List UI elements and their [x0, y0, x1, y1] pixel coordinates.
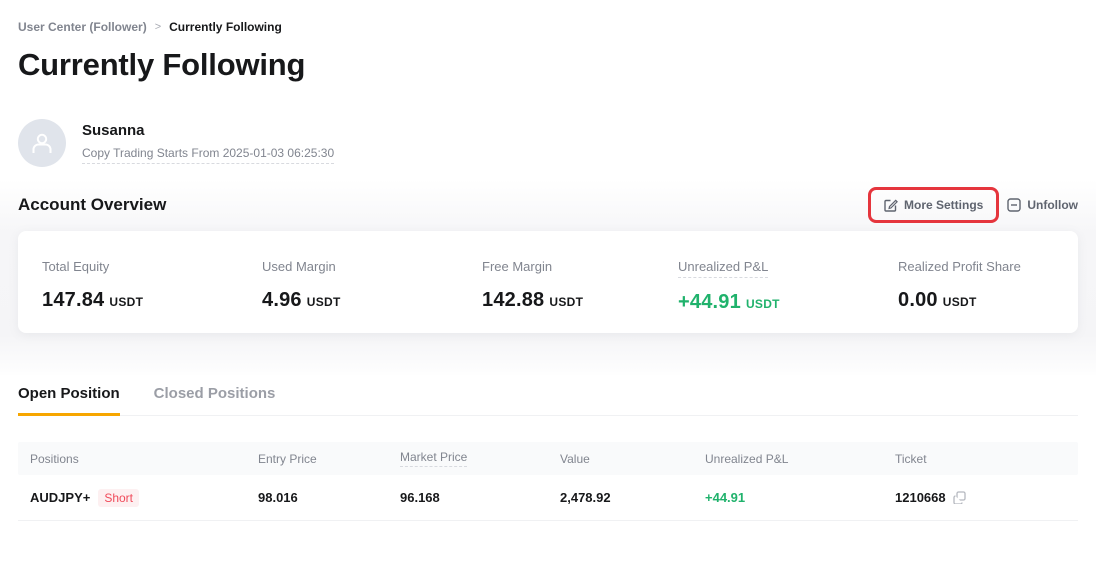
stat-label: Realized Profit Share	[898, 259, 1021, 274]
col-header-entry-price: Entry Price	[258, 451, 317, 466]
stat-value: 4.96 USDT	[262, 289, 341, 311]
value-cell: 2,478.92	[560, 490, 611, 505]
breadcrumb-current: Currently Following	[169, 20, 282, 34]
side-badge: Short	[98, 488, 140, 507]
minus-square-icon	[1007, 198, 1022, 212]
avatar	[18, 119, 66, 167]
col-header-ticket: Ticket	[895, 451, 927, 466]
market-price-cell: 96.168	[400, 490, 440, 505]
more-settings-button[interactable]: More Settings	[884, 198, 983, 212]
overview-actions: More Settings Unfollow	[868, 187, 1078, 223]
table-header-row: Positions Entry Price Market Price Value…	[18, 442, 1078, 475]
unfollow-button[interactable]: Unfollow	[1007, 198, 1078, 212]
trader-name: Susanna	[82, 122, 145, 139]
page-title: Currently Following	[18, 47, 306, 82]
open-positions-table: Positions Entry Price Market Price Value…	[18, 442, 1078, 521]
stat-realized-profit-share: Realized Profit Share 0.00 USDT	[898, 258, 1054, 333]
unfollow-label: Unfollow	[1027, 198, 1078, 212]
col-header-positions: Positions	[30, 451, 79, 466]
positions-tabs: Open Position Closed Positions	[18, 377, 1078, 416]
stat-used-margin: Used Margin 4.96 USDT	[262, 258, 482, 333]
stat-value: 147.84 USDT	[42, 289, 144, 311]
ticket-cell: 1210668	[895, 490, 1078, 505]
more-settings-label: More Settings	[904, 198, 984, 212]
symbol: AUDJPY+	[30, 490, 91, 505]
stat-value: 0.00 USDT	[898, 289, 977, 311]
table-row: AUDJPY+ Short 98.016 96.168 2,478.92 +44…	[18, 475, 1078, 521]
breadcrumb-separator: >	[154, 21, 162, 33]
stat-total-equity: Total Equity 147.84 USDT	[42, 258, 262, 333]
breadcrumb-user-center-link[interactable]: User Center (Follower)	[18, 20, 147, 34]
entry-price-cell: 98.016	[258, 490, 298, 505]
stat-label: Used Margin	[262, 259, 336, 274]
stat-label: Total Equity	[42, 259, 110, 274]
account-overview-card: Total Equity 147.84 USDT Used Margin 4.96…	[18, 231, 1078, 333]
tab-open-position[interactable]: Open Position	[18, 377, 120, 416]
tab-closed-positions[interactable]: Closed Positions	[153, 385, 276, 402]
stat-value: 142.88 USDT	[482, 289, 584, 311]
breadcrumb: User Center (Follower) > Currently Follo…	[18, 20, 1078, 34]
currently-following-page: User Center (Follower) > Currently Follo…	[0, 20, 1096, 582]
trader-meta: Susanna Copy Trading Starts From 2025-01…	[82, 122, 335, 164]
stat-value: +44.91 USDT	[678, 291, 780, 313]
col-header-value: Value	[560, 451, 590, 466]
stat-label[interactable]: Unrealized P&L	[678, 259, 769, 278]
stat-unrealized-pnl: Unrealized P&L +44.91 USDT	[678, 258, 898, 333]
copy-icon[interactable]	[952, 491, 966, 504]
account-overview-title: Account Overview	[18, 195, 167, 214]
edit-icon	[884, 198, 898, 212]
trader-info: Susanna Copy Trading Starts From 2025-01…	[18, 119, 1078, 167]
user-avatar-icon	[32, 133, 52, 153]
account-overview-section: Account Overview More Settings	[0, 179, 1096, 375]
copy-trading-start-date: Copy Trading Starts From 2025-01-03 06:2…	[82, 146, 335, 164]
annotation-highlight-box: More Settings	[868, 187, 1000, 223]
stat-free-margin: Free Margin 142.88 USDT	[482, 258, 678, 333]
col-header-unrealized-pnl: Unrealized P&L	[705, 451, 789, 466]
col-header-market-price[interactable]: Market Price	[400, 450, 560, 467]
unrealized-pnl-cell: +44.91	[705, 490, 746, 505]
stat-label: Free Margin	[482, 259, 553, 274]
ticket-number: 1210668	[895, 490, 946, 505]
position-symbol-cell: AUDJPY+ Short	[18, 488, 258, 507]
